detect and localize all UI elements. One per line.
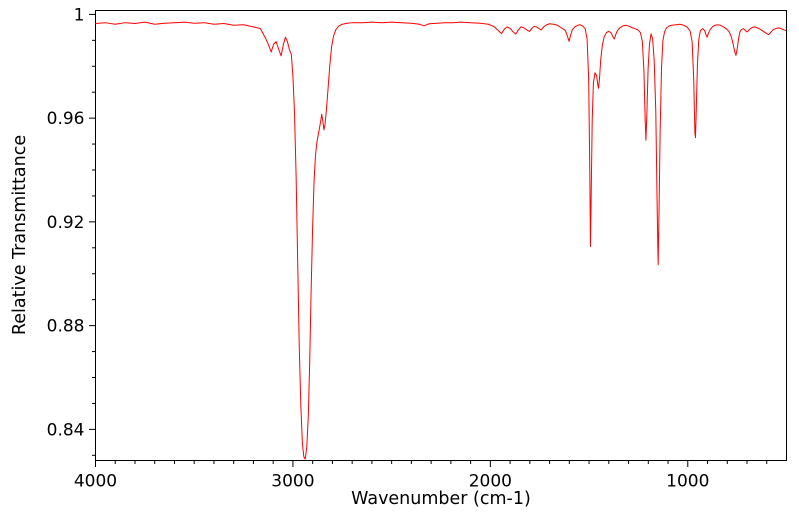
plot-border (95, 10, 787, 461)
spectrum-line (95, 21, 787, 460)
plot-frame (95, 10, 787, 461)
x-tick-label: 3000 (271, 472, 314, 492)
spectrum-curve (95, 21, 787, 460)
y-axis-ticks: 1 0.96 0.92 0.88 0.84 (47, 5, 96, 456)
x-axis-label: Wavenumber (cm-1) (351, 489, 531, 509)
y-axis-label: Relative Transmittance (10, 135, 30, 335)
x-tick-label: 1000 (666, 472, 709, 492)
y-tick-label: 0.84 (47, 420, 85, 440)
y-tick-label: 0.88 (47, 317, 85, 337)
y-tick-label: 0.96 (47, 109, 85, 129)
y-tick-label: 0.92 (47, 213, 85, 233)
y-tick-label: 1 (74, 5, 85, 25)
x-tick-label: 2000 (469, 472, 512, 492)
x-axis-ticks: 4000 3000 2000 1000 (74, 460, 768, 492)
x-tick-label: 4000 (74, 472, 117, 492)
